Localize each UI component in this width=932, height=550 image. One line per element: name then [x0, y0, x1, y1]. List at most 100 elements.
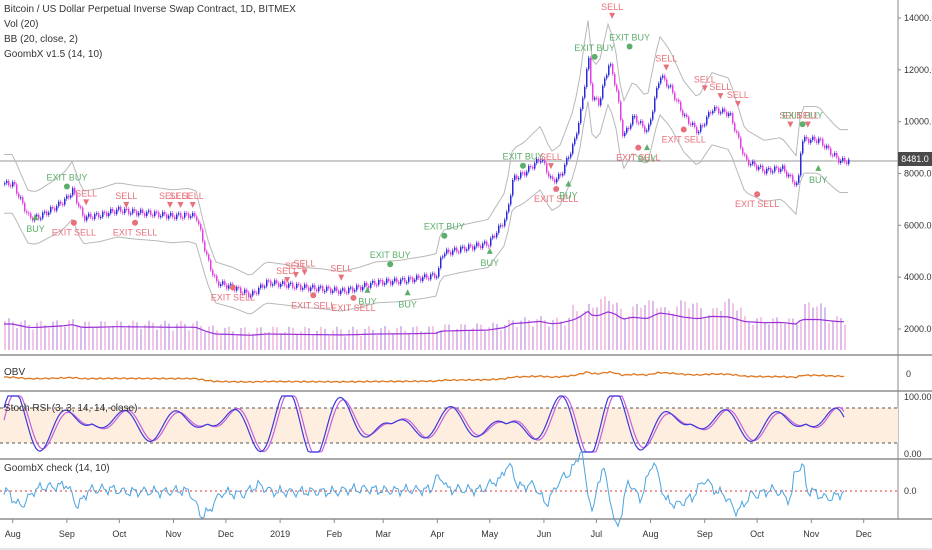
candle [358, 285, 360, 287]
signal-exit-sell-label-31: EXIT SELL [662, 134, 706, 144]
signal-sell-label-32: SELL [694, 74, 716, 84]
candle [66, 195, 68, 199]
candle [750, 164, 752, 166]
check-title[interactable]: GoombX check (14, 10) [4, 463, 110, 474]
signal-sell-marker-11 [292, 271, 299, 278]
candle [682, 110, 684, 116]
candle [374, 280, 376, 285]
candle [340, 290, 342, 295]
candle [102, 211, 104, 217]
candle [336, 287, 338, 291]
volume-bar [364, 328, 366, 350]
candle [172, 212, 174, 217]
signal-sell-marker-6 [167, 202, 174, 209]
signal-exit-buy-label-27: EXIT BUY [609, 33, 650, 43]
candle [646, 130, 648, 132]
candle [636, 116, 638, 123]
candle [444, 253, 446, 257]
candle [342, 288, 344, 291]
volume-bar [544, 320, 546, 350]
candle [240, 287, 242, 294]
volume-bar [780, 322, 782, 350]
volume-bar [452, 330, 454, 350]
volume-bar [228, 326, 230, 350]
candle [32, 217, 34, 221]
candle [200, 224, 202, 230]
candle [420, 277, 422, 282]
candle [242, 293, 244, 295]
volume-bar [792, 318, 794, 350]
candle [806, 136, 808, 140]
candle [308, 287, 310, 291]
signal-exit-buy-label-25: EXIT BUY [574, 43, 615, 53]
signal-exit-buy-marker-1 [63, 183, 70, 190]
candle [744, 153, 746, 156]
volume-bar [280, 333, 282, 350]
candle [88, 213, 90, 217]
indicator-bb[interactable]: BB (20, close, 2) [4, 34, 78, 45]
volume-bar [352, 326, 354, 350]
y-tick-label-2: 10000.0 [904, 117, 932, 127]
signal-exit-sell-label-23: EXIT SELL [534, 194, 578, 204]
candle [74, 188, 76, 194]
indicator-goombx[interactable]: GoombX v1.5 (14, 10) [4, 49, 103, 60]
candle [476, 242, 478, 247]
candle [60, 201, 62, 204]
candle [38, 214, 40, 219]
volume-bar [108, 327, 110, 350]
candle [406, 282, 408, 284]
candle [490, 238, 492, 246]
candle [202, 229, 204, 242]
candle [758, 167, 760, 170]
x-tick-label-2: Oct [112, 529, 127, 539]
candle [674, 92, 676, 100]
volume-bar [192, 323, 194, 350]
indicator-vol[interactable]: Vol (20) [4, 19, 39, 30]
volume-bar [36, 322, 38, 350]
signal-sell-label-7: SELL [169, 191, 191, 201]
candle [62, 203, 64, 206]
volume-bar [712, 308, 714, 350]
signal-exit-sell-marker-2 [70, 219, 77, 226]
signal-exit-buy-marker-25 [591, 53, 598, 60]
obv-title[interactable]: OBV [4, 367, 26, 378]
candle [84, 215, 86, 221]
volume-bar [384, 326, 386, 350]
volume-bar [300, 331, 302, 350]
volume-bar [412, 327, 414, 350]
candle [814, 136, 816, 141]
candle [518, 178, 520, 180]
candle [838, 157, 840, 163]
volume-bar [96, 326, 98, 350]
candle [624, 132, 626, 136]
candle [742, 148, 744, 154]
volume-bar [764, 322, 766, 350]
volume-bar [736, 310, 738, 350]
signal-exit-sell-marker-35 [754, 191, 761, 198]
signal-buy-marker-20 [486, 247, 493, 254]
candle [154, 211, 156, 217]
candle [250, 295, 252, 298]
candle [648, 124, 650, 131]
volume-bar [816, 306, 818, 350]
candle [672, 85, 674, 93]
candle [82, 207, 84, 216]
candle [616, 85, 618, 91]
stoch-title[interactable]: Stoch RSI (3, 3, 14, 14, close) [4, 403, 138, 414]
volume-bar [32, 329, 34, 350]
x-tick-label-16: Dec [856, 529, 873, 539]
volume-bar [672, 313, 674, 350]
candle [588, 57, 590, 70]
candle [630, 124, 632, 129]
candle [180, 213, 182, 218]
candle [392, 281, 394, 285]
candle [264, 286, 266, 288]
candle [730, 113, 732, 115]
volume-bar [40, 320, 42, 350]
candle [284, 281, 286, 286]
candle [432, 273, 434, 275]
volume-bar [200, 325, 202, 350]
x-tick-label-14: Oct [750, 529, 765, 539]
candle [726, 111, 728, 117]
